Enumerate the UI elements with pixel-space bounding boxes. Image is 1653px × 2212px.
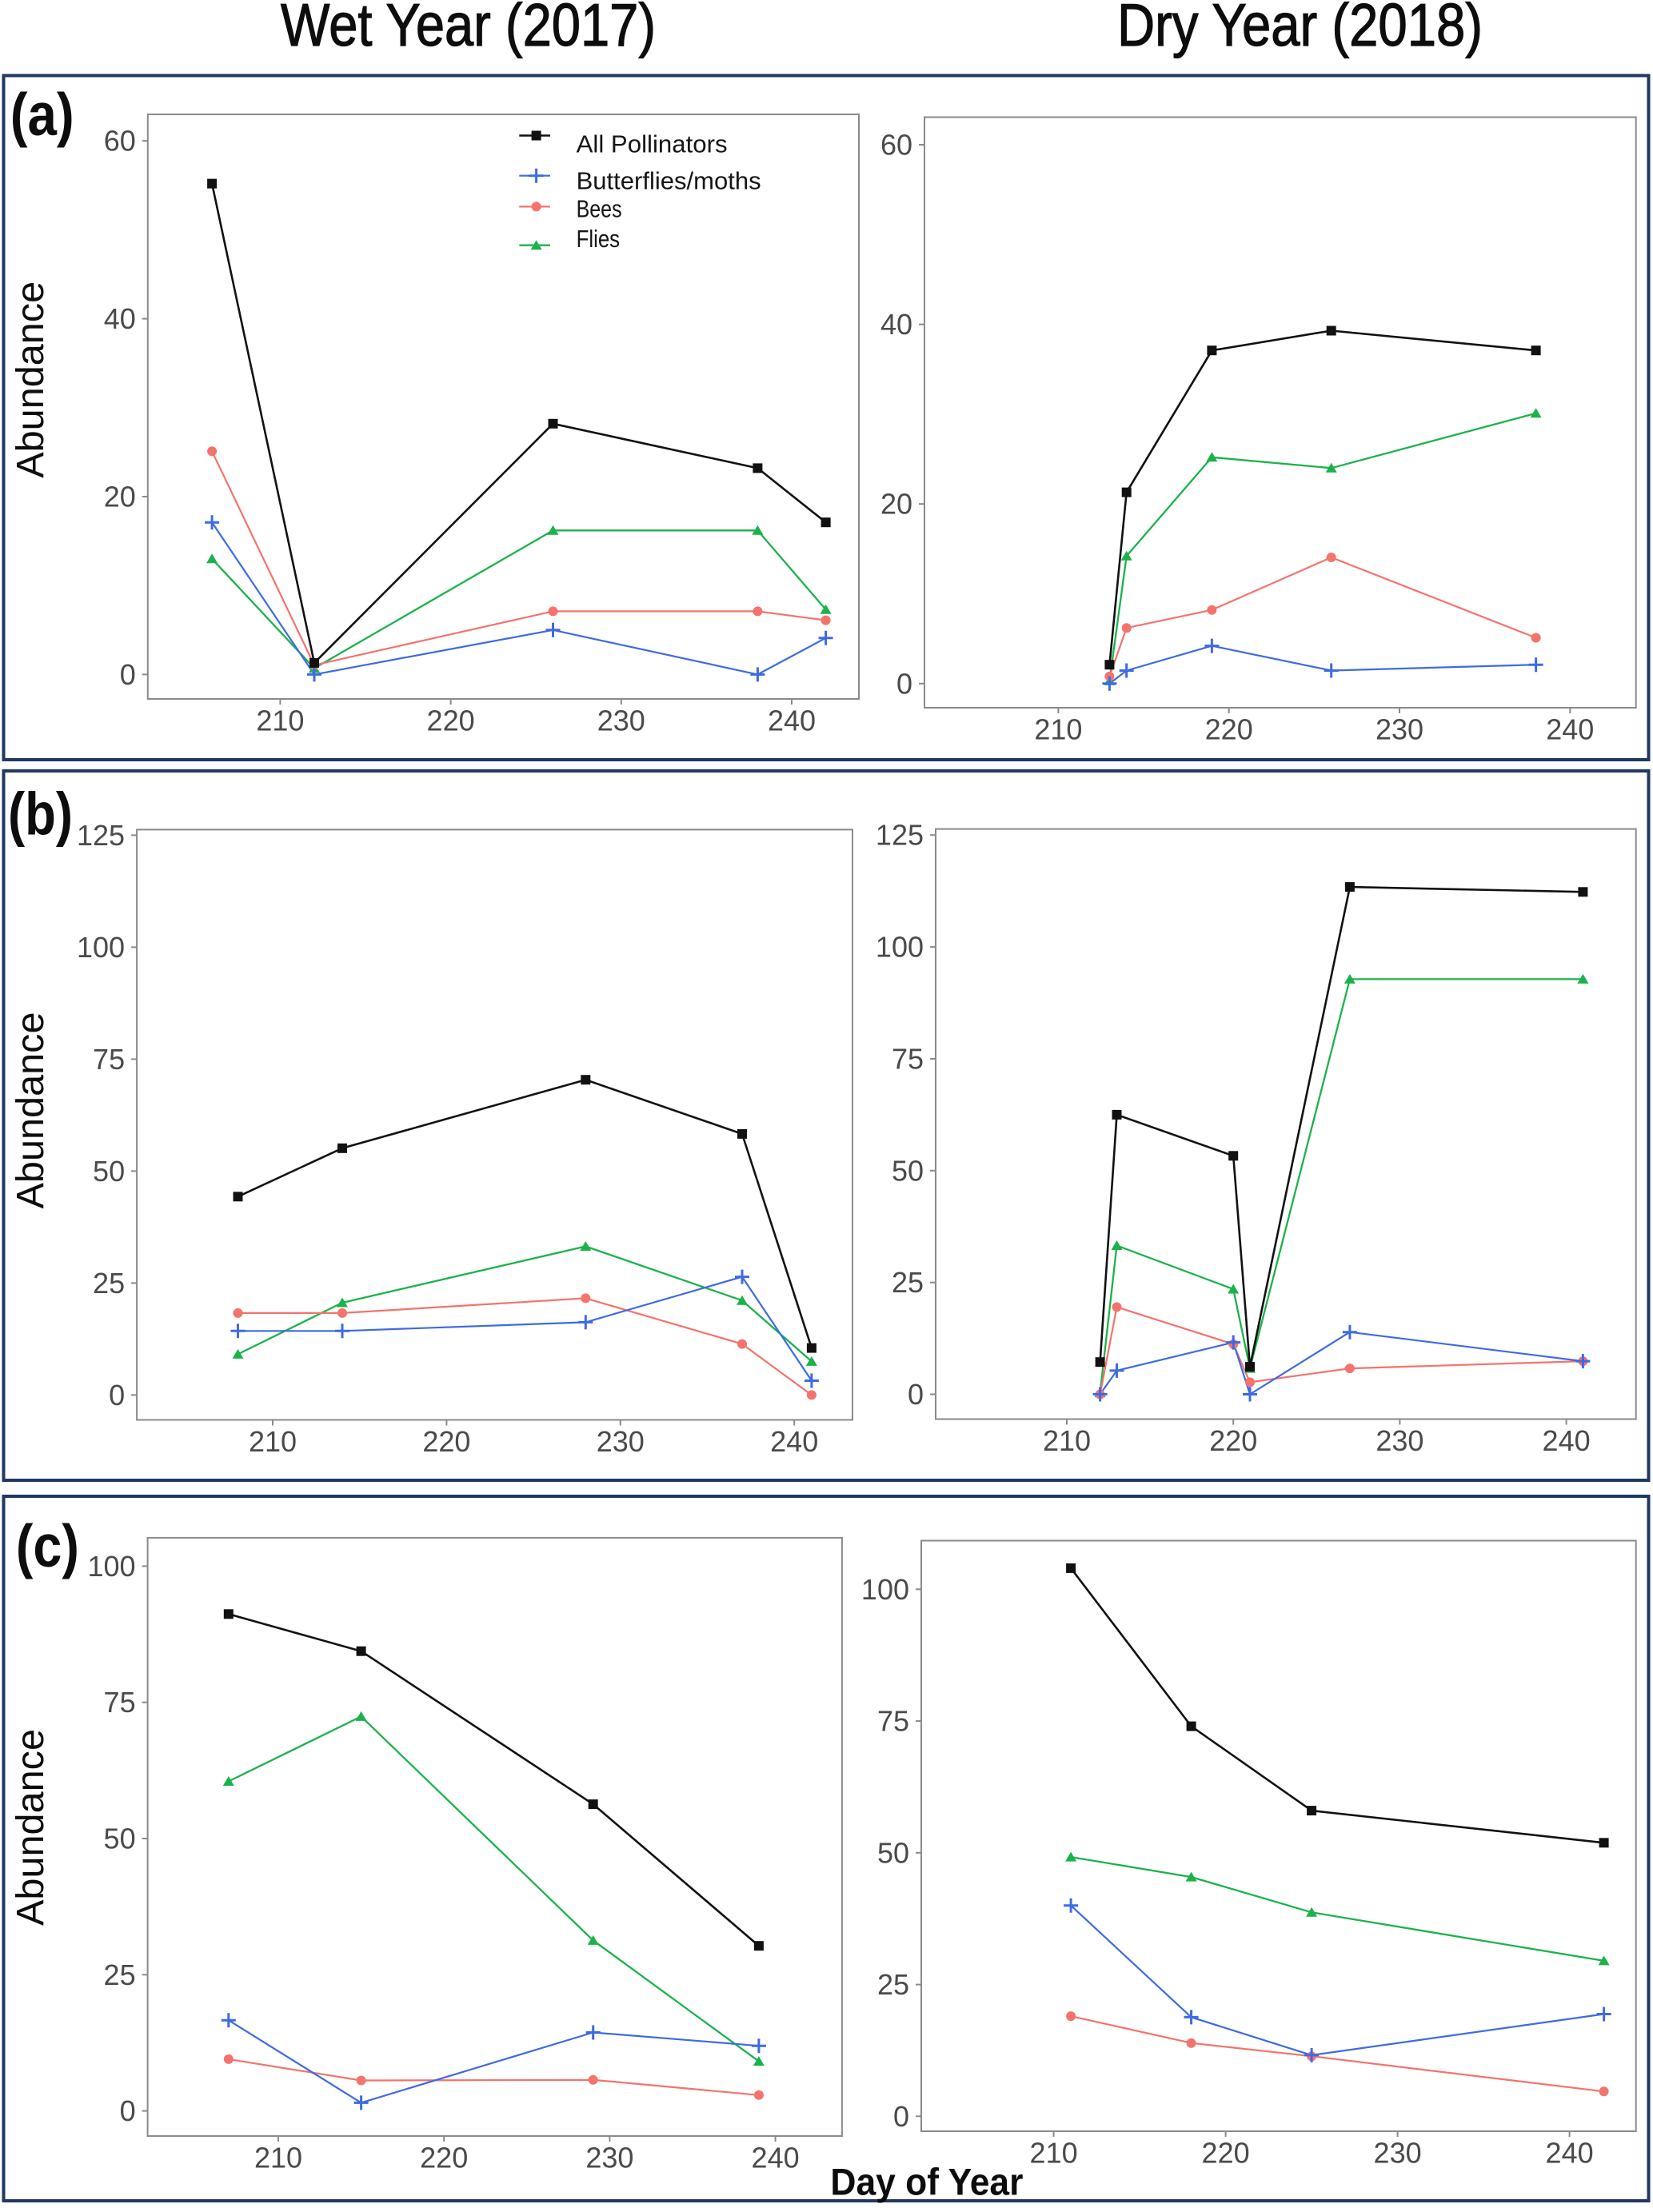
svg-text:40: 40 [104, 302, 136, 335]
svg-text:75: 75 [892, 1043, 924, 1076]
svg-text:240: 240 [1546, 713, 1594, 746]
svg-text:Abundance: Abundance [10, 1012, 52, 1209]
svg-text:240: 240 [1543, 1424, 1591, 1457]
svg-text:0: 0 [120, 2094, 136, 2127]
svg-text:210: 210 [1043, 1424, 1091, 1457]
svg-text:125: 125 [876, 819, 924, 852]
svg-text:Abundance: Abundance [10, 281, 52, 478]
svg-text:100: 100 [77, 931, 125, 964]
svg-text:Bees: Bees [577, 195, 622, 223]
svg-text:210: 210 [249, 1425, 297, 1458]
svg-text:Day of Year: Day of Year [830, 2160, 1023, 2202]
svg-text:Dry Year (2018): Dry Year (2018) [1117, 0, 1483, 58]
svg-text:230: 230 [1374, 2137, 1422, 2170]
svg-text:220: 220 [420, 2142, 468, 2174]
svg-text:Abundance: Abundance [10, 1729, 52, 1926]
svg-text:(a): (a) [10, 81, 74, 148]
svg-text:25: 25 [93, 1267, 125, 1300]
svg-text:50: 50 [892, 1154, 924, 1187]
svg-text:0: 0 [896, 667, 912, 700]
svg-text:125: 125 [77, 819, 125, 852]
svg-text:100: 100 [876, 931, 924, 964]
svg-text:230: 230 [585, 2142, 633, 2174]
svg-text:220: 220 [422, 1425, 470, 1458]
svg-text:210: 210 [1034, 713, 1082, 746]
svg-text:(b): (b) [8, 781, 73, 848]
svg-text:20: 20 [880, 488, 912, 521]
svg-text:75: 75 [93, 1043, 125, 1076]
svg-text:240: 240 [1546, 2137, 1594, 2170]
svg-text:220: 220 [427, 705, 475, 737]
svg-text:50: 50 [93, 1155, 125, 1188]
svg-text:240: 240 [752, 2142, 800, 2174]
svg-text:25: 25 [877, 1968, 909, 2001]
svg-text:100: 100 [861, 1573, 909, 1606]
svg-text:Wet Year (2017): Wet Year (2017) [281, 0, 656, 58]
svg-text:25: 25 [892, 1266, 924, 1299]
svg-text:220: 220 [1205, 713, 1253, 746]
svg-text:75: 75 [104, 1686, 136, 1719]
svg-text:75: 75 [877, 1705, 909, 1738]
svg-text:230: 230 [597, 1425, 645, 1458]
svg-text:All Pollinators: All Pollinators [577, 130, 728, 158]
svg-text:50: 50 [877, 1836, 909, 1869]
svg-text:210: 210 [1030, 2137, 1078, 2170]
svg-text:0: 0 [908, 1378, 924, 1411]
svg-text:210: 210 [256, 705, 304, 737]
svg-text:20: 20 [104, 481, 136, 513]
svg-text:230: 230 [1376, 1424, 1423, 1457]
svg-text:220: 220 [1202, 2137, 1250, 2170]
svg-text:230: 230 [597, 705, 645, 737]
svg-text:40: 40 [880, 308, 912, 341]
svg-text:240: 240 [770, 1425, 818, 1458]
svg-text:0: 0 [893, 2100, 909, 2133]
svg-text:100: 100 [88, 1550, 136, 1583]
svg-text:Butterflies/moths: Butterflies/moths [577, 167, 761, 195]
svg-text:0: 0 [109, 1379, 125, 1411]
svg-text:60: 60 [104, 125, 136, 158]
svg-text:220: 220 [1209, 1424, 1257, 1457]
svg-text:210: 210 [254, 2142, 302, 2174]
svg-text:(c): (c) [16, 1512, 79, 1579]
svg-text:0: 0 [120, 658, 136, 691]
svg-text:50: 50 [104, 1823, 136, 1855]
svg-text:25: 25 [104, 1958, 136, 1991]
svg-text:Flies: Flies [577, 225, 621, 253]
svg-text:230: 230 [1376, 713, 1423, 746]
svg-text:240: 240 [768, 705, 816, 737]
svg-text:60: 60 [880, 129, 912, 162]
